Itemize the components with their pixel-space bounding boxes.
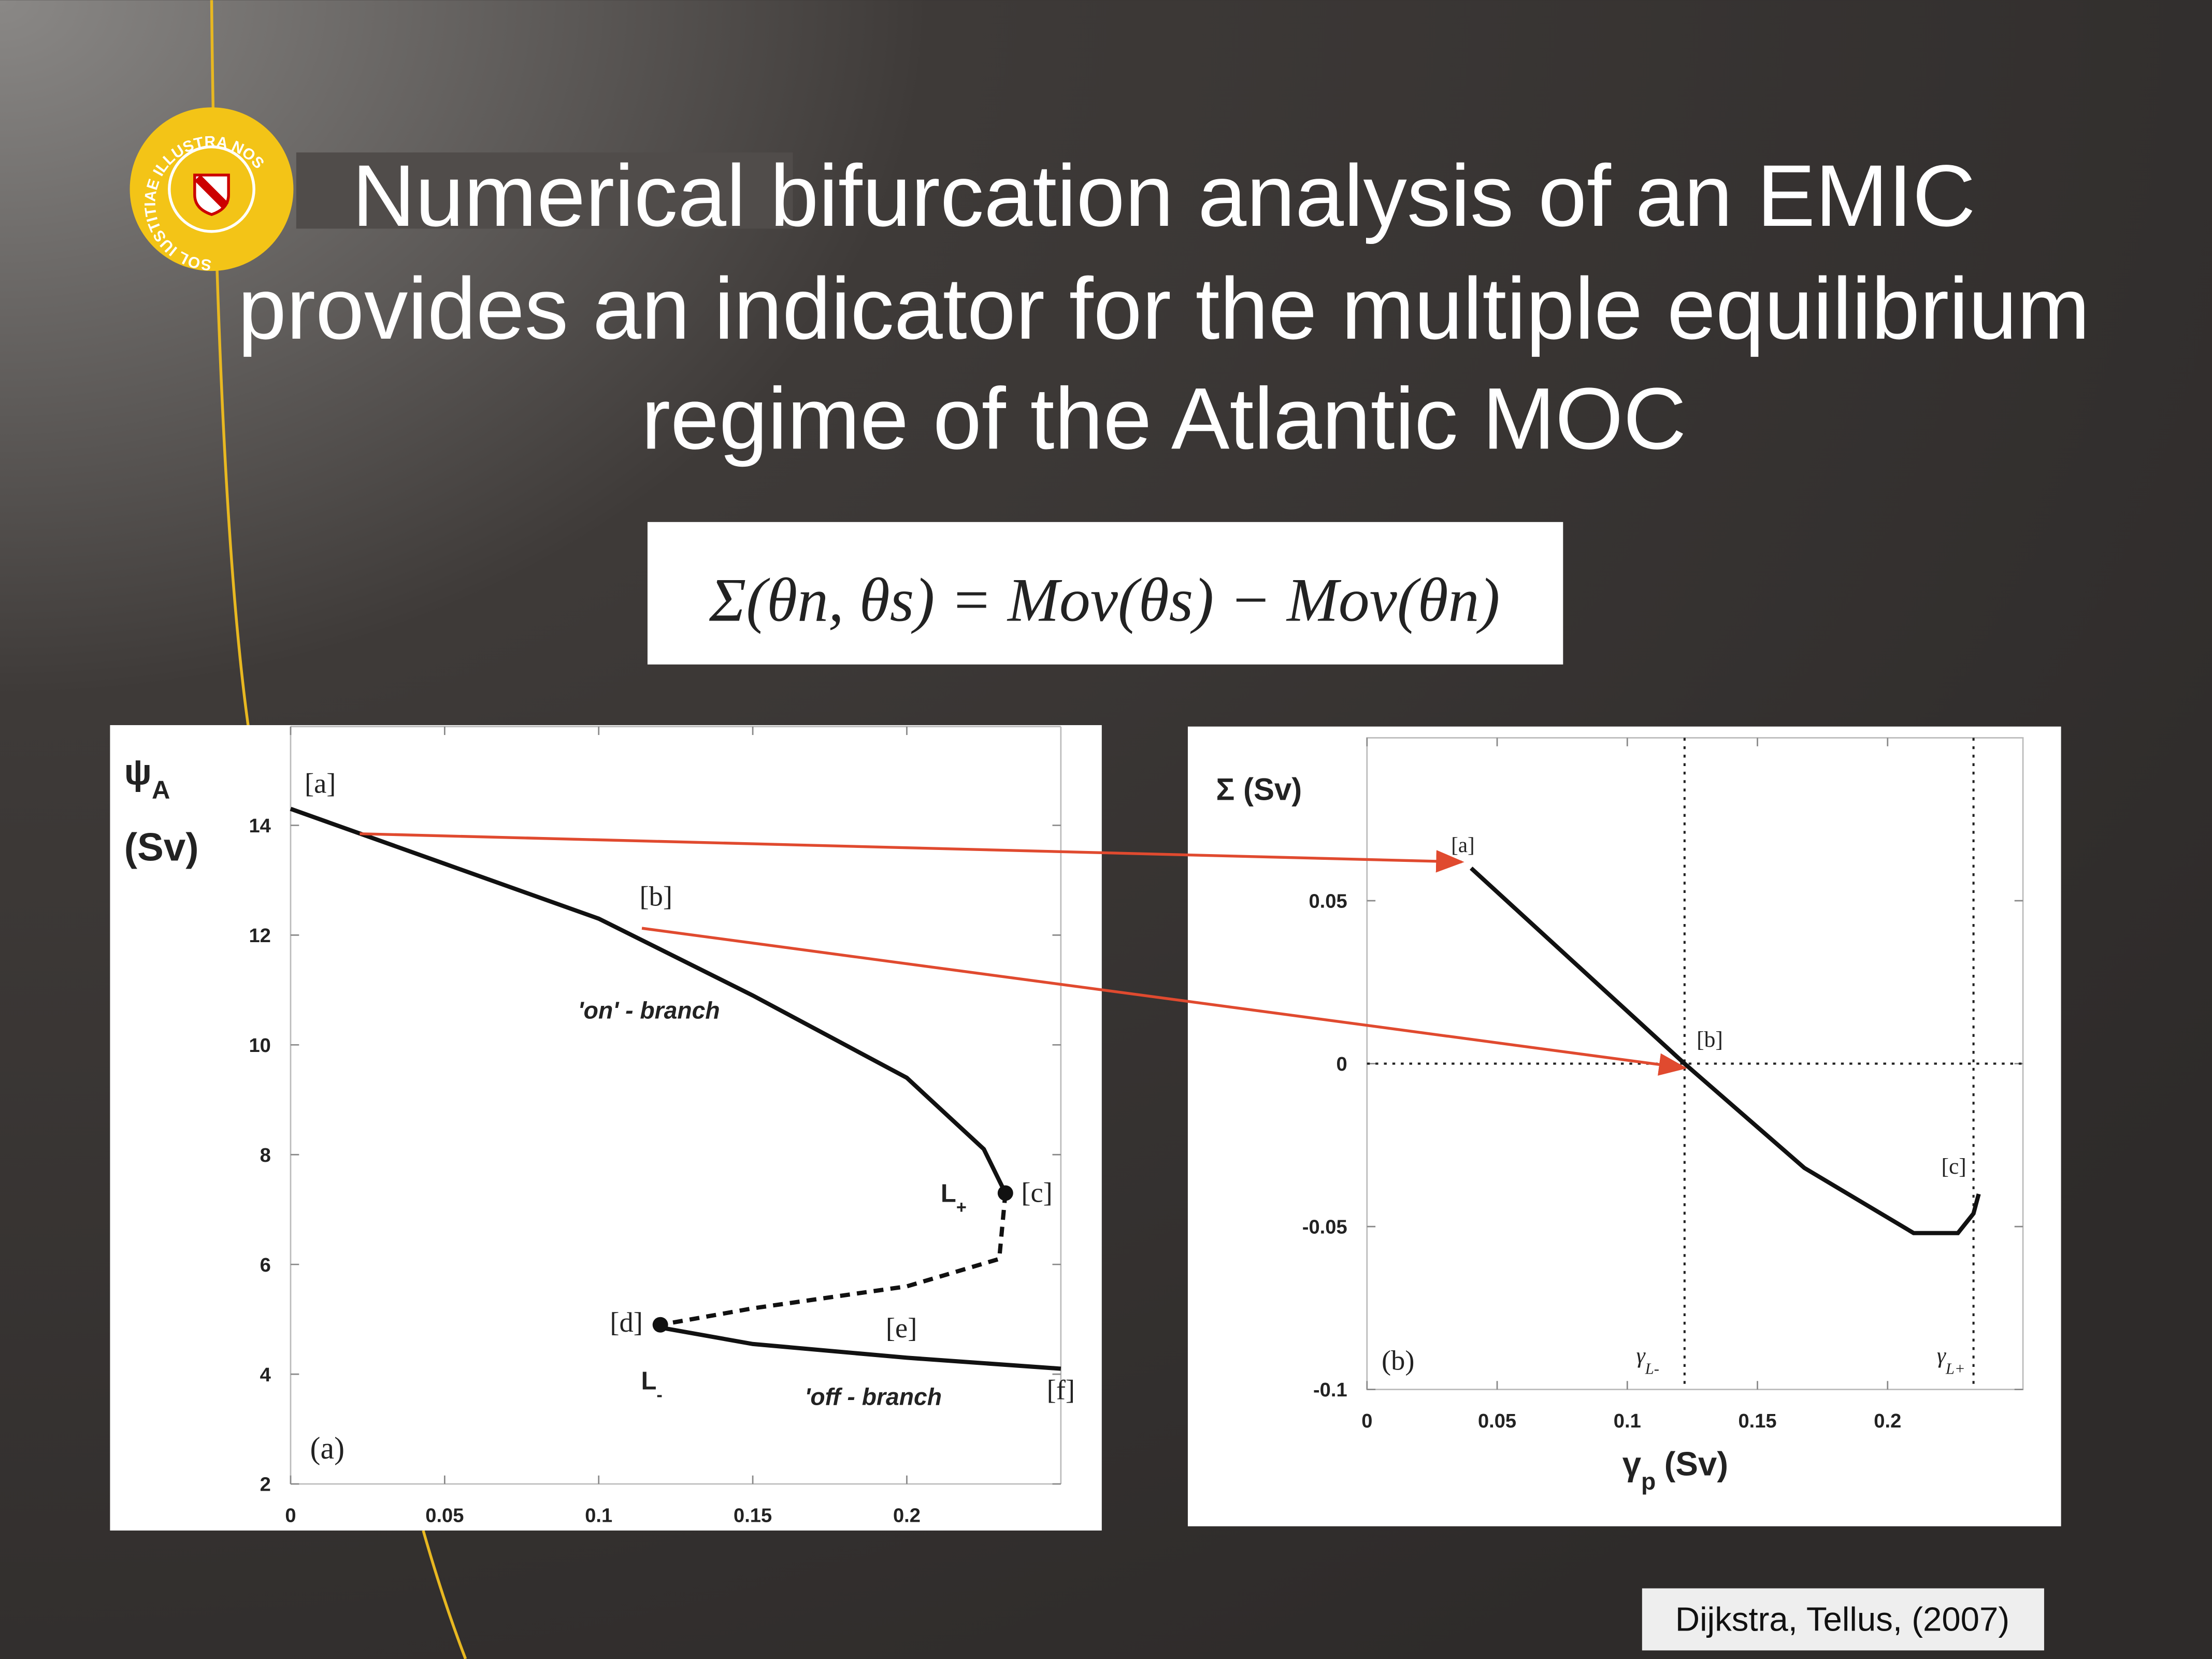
title-line: Numerical bifurcation analysis of an EMI… — [352, 147, 1976, 244]
annotation: γL- — [1636, 1343, 1659, 1378]
title-line: regime of the Atlantic MOC — [641, 369, 1686, 467]
annotation: [e] — [886, 1312, 917, 1344]
annotation-sub: + — [956, 1198, 967, 1217]
x-label-symbol: γ — [1622, 1445, 1642, 1483]
annotation-text: [b] — [1697, 1027, 1723, 1052]
x-tick-label: 0.05 — [1478, 1410, 1516, 1432]
annotation: [a] — [1451, 833, 1474, 857]
annotation: (a) — [310, 1431, 345, 1465]
annotation-sub: L+ — [1945, 1360, 1965, 1378]
y-tick-label: 4 — [260, 1364, 271, 1386]
logo: SOL IUSTITIAE ILLUSTRA NOS — [130, 107, 294, 273]
annotation-text: L — [641, 1367, 656, 1395]
branch-point — [997, 1185, 1013, 1201]
x-label-unit: (Sv) — [1664, 1445, 1728, 1483]
annotation-text: 'off - branch — [805, 1383, 942, 1410]
formula: Σ(θn, θs) = Mov(θs) − Mov(θn) — [709, 565, 1500, 634]
x-tick-label: 0.2 — [893, 1505, 921, 1527]
x-tick-label: 0.15 — [734, 1505, 772, 1527]
x-tick-label: 0.2 — [1874, 1410, 1901, 1432]
arrow — [360, 832, 1464, 873]
y-tick-label: 0 — [1336, 1053, 1347, 1075]
annotation-text: (a) — [310, 1431, 345, 1465]
annotation-text: [a] — [305, 768, 336, 799]
annotation: [b] — [640, 881, 673, 912]
x-tick-label: 0.15 — [1738, 1410, 1776, 1432]
annotation-text: [d] — [610, 1306, 643, 1338]
y-axis-label: (Sv) — [124, 825, 199, 869]
branch-point — [652, 1317, 668, 1333]
y-tick-label: 6 — [260, 1254, 271, 1276]
x-tick-label: 0 — [1361, 1410, 1372, 1432]
annotation-text: [a] — [1451, 833, 1474, 857]
annotation-text: [c] — [1941, 1154, 1966, 1179]
title-line: provides an indicator for the multiple e… — [238, 259, 2090, 357]
annotation: 'on' - branch — [578, 997, 720, 1023]
y-axis-label: ψA — [124, 752, 170, 804]
annotation-text: 'on' - branch — [578, 997, 720, 1023]
y-tick-label: 2 — [260, 1474, 271, 1496]
annotation: (b) — [1382, 1344, 1415, 1376]
annotation-sub: - — [656, 1385, 662, 1405]
annotation: [f] — [1047, 1374, 1075, 1406]
y-tick-label: 10 — [249, 1034, 270, 1057]
series-line — [659, 1325, 1061, 1371]
decor-line — [422, 1530, 467, 1659]
annotation-text: γ — [1937, 1343, 1947, 1368]
annotation: [c] — [1941, 1154, 1966, 1179]
annotation-text: [b] — [640, 881, 673, 912]
formula-box — [647, 522, 1563, 665]
chart-panel — [110, 725, 1102, 1531]
annotation: [b] — [1697, 1027, 1723, 1052]
y-tick-label: 14 — [249, 815, 270, 837]
annotation: [d] — [610, 1306, 643, 1338]
annotation: 'off - branch — [805, 1383, 942, 1410]
annotation: γL+ — [1937, 1343, 1965, 1378]
y-tick-label: 8 — [260, 1144, 271, 1166]
annotation: L+ — [941, 1179, 967, 1217]
y-label-sub: A — [152, 776, 170, 804]
x-tick-label: 0.1 — [1614, 1410, 1641, 1432]
annotation-text: [f] — [1047, 1374, 1075, 1406]
x-tick-label: 0.05 — [425, 1505, 464, 1527]
chart-panel — [1187, 726, 2061, 1526]
citation: Dijkstra, Tellus, (2007) — [1675, 1600, 2009, 1638]
annotation-sub: L- — [1645, 1360, 1659, 1378]
y-tick-label: 0.05 — [1309, 890, 1347, 913]
x-tick-label: 0 — [285, 1505, 296, 1527]
title-highlight — [296, 152, 793, 229]
annotation-text: L — [941, 1179, 956, 1207]
arrow — [641, 927, 1687, 1076]
annotation-text: (b) — [1382, 1344, 1415, 1376]
annotation: [a] — [305, 768, 336, 799]
x-axis-label: γp (Sv) — [1622, 1445, 1728, 1495]
annotation-text: [c] — [1021, 1176, 1052, 1208]
y-label-symbol: ψ — [124, 752, 152, 792]
y-axis-label: Σ (Sv) — [1216, 772, 1302, 806]
annotation-text: [e] — [886, 1312, 917, 1344]
x-label-sub: p — [1641, 1468, 1656, 1495]
citation-box — [1642, 1588, 2044, 1651]
annotation-text: γ — [1636, 1343, 1646, 1368]
y-tick-label: 12 — [249, 925, 270, 947]
annotation: L- — [641, 1367, 662, 1405]
x-tick-label: 0.1 — [585, 1505, 612, 1527]
y-tick-label: -0.05 — [1302, 1216, 1347, 1238]
series-line — [290, 806, 1008, 1194]
y-tick-label: -0.1 — [1313, 1379, 1347, 1401]
annotation: [c] — [1021, 1176, 1052, 1208]
